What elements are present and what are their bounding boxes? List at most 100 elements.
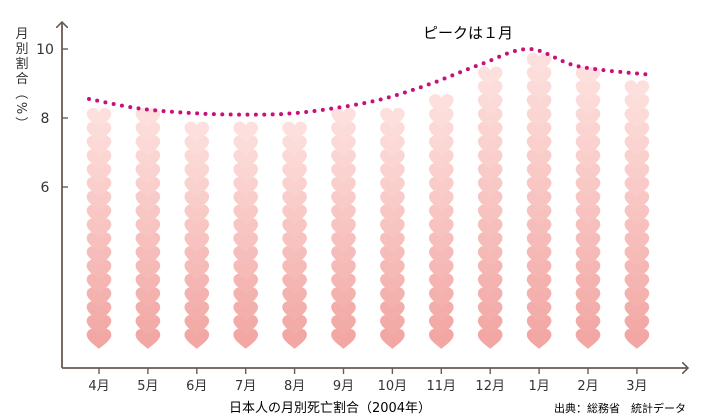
- heart-mark: [624, 94, 650, 115]
- heart-mark: [331, 273, 356, 294]
- heart-mark: [575, 204, 601, 225]
- heart-mark: [86, 176, 112, 198]
- heart-mark: [477, 163, 503, 184]
- heart-mark: [380, 273, 405, 294]
- x-tick-label: 12月: [475, 379, 505, 394]
- heart-mark: [575, 314, 601, 336]
- heart-mark: [526, 107, 552, 129]
- heart-mark: [428, 163, 454, 184]
- heart-mark: [624, 218, 650, 239]
- heart-mark: [331, 149, 356, 170]
- heart-mark: [331, 301, 356, 322]
- y-tick-label: 10: [36, 42, 54, 58]
- x-tick-label: 10月: [378, 379, 408, 394]
- heart-mark: [477, 314, 503, 336]
- heart-mark: [86, 273, 112, 294]
- heart-mark: [331, 218, 356, 239]
- heart-mark: [428, 218, 454, 239]
- heart-mark: [86, 301, 112, 322]
- heart-mark: [477, 273, 503, 294]
- heart-mark: [575, 163, 601, 184]
- heart-mark: [233, 273, 259, 294]
- y-axis-label-char: 別: [15, 42, 28, 57]
- heart-mark: [428, 176, 454, 198]
- heart-mark: [428, 259, 454, 280]
- heart-mark: [282, 232, 307, 253]
- heart-mark: [477, 149, 503, 170]
- heart-mark: [86, 107, 112, 129]
- x-tick-label: 3月: [626, 379, 647, 394]
- heart-mark: [184, 301, 210, 322]
- heart-mark: [135, 245, 161, 267]
- heart-mark: [380, 245, 405, 267]
- heart-mark: [184, 190, 210, 211]
- heart-mark: [380, 121, 405, 142]
- heart-mark: [135, 107, 161, 129]
- heart-mark: [282, 121, 307, 142]
- heart-mark: [184, 314, 210, 336]
- heart-mark: [526, 149, 552, 170]
- heart-mark: [624, 107, 650, 129]
- heart-mark: [526, 163, 552, 184]
- heart-mark: [331, 190, 356, 211]
- heart-mark: [282, 135, 307, 156]
- heart-mark: [331, 176, 356, 198]
- x-tick-label: 5月: [137, 379, 158, 394]
- heart-mark: [380, 259, 405, 280]
- heart-mark: [380, 176, 405, 198]
- heart-mark: [428, 314, 454, 336]
- heart-mark: [86, 204, 112, 225]
- heart-mark: [282, 149, 307, 170]
- heart-mark: [575, 80, 601, 101]
- heart-mark: [380, 107, 405, 129]
- heart-mark: [526, 204, 552, 225]
- heart-mark: [477, 287, 503, 308]
- x-tick-label: 8月: [284, 379, 305, 394]
- heart-mark: [86, 149, 112, 170]
- heart-mark: [282, 259, 307, 280]
- y-axis-label-char: %: [13, 102, 28, 114]
- heart-mark: [282, 273, 307, 294]
- heart-mark: [233, 314, 259, 336]
- heart-mark: [526, 176, 552, 198]
- heart-mark: [624, 149, 650, 170]
- heart-mark: [331, 259, 356, 280]
- heart-mark: [331, 204, 356, 225]
- heart-mark: [282, 287, 307, 308]
- heart-mark: [380, 232, 405, 253]
- heart-mark: [526, 314, 552, 336]
- heart-mark: [233, 287, 259, 308]
- heart-mark: [477, 190, 503, 211]
- heart-mark: [575, 218, 601, 239]
- heart-mark: [86, 121, 112, 142]
- heart-mark: [477, 245, 503, 267]
- heart-mark: [624, 287, 650, 308]
- heart-mark: [380, 135, 405, 156]
- heart-mark: [233, 163, 259, 184]
- y-axis-label-char: 割: [15, 56, 28, 72]
- heart-mark: [428, 287, 454, 308]
- heart-mark: [135, 314, 161, 336]
- heart-mark: [184, 149, 210, 170]
- heart-mark: [526, 66, 552, 87]
- heart-mark: [135, 287, 161, 308]
- y-tick-label: 6: [41, 180, 50, 196]
- heart-mark: [526, 301, 552, 322]
- heart-mark: [86, 163, 112, 184]
- heart-mark: [282, 218, 307, 239]
- heart-mark: [575, 301, 601, 322]
- heart-mark: [624, 259, 650, 280]
- heart-mark: [86, 328, 112, 349]
- heart-mark: [233, 301, 259, 322]
- heart-mark: [575, 107, 601, 129]
- heart-mark: [380, 218, 405, 239]
- heart-mark: [184, 273, 210, 294]
- heart-mark: [624, 328, 650, 349]
- heart-mark: [428, 107, 454, 129]
- heart-mark: [282, 301, 307, 322]
- heart-mark: [575, 94, 601, 115]
- heart-mark: [380, 328, 405, 349]
- heart-mark: [526, 52, 552, 73]
- heart-mark: [233, 149, 259, 170]
